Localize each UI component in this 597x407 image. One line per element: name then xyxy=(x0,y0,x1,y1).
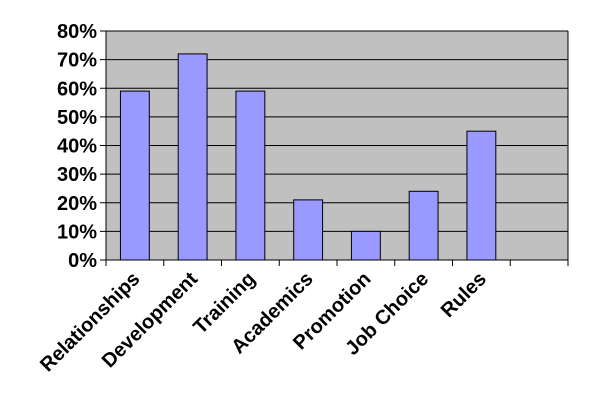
y-tick-label: 20% xyxy=(57,193,97,215)
y-tick-label: 10% xyxy=(57,221,97,243)
x-category-label: Rules xyxy=(437,268,491,322)
y-tick-label: 70% xyxy=(57,50,97,72)
bar xyxy=(119,90,150,261)
bar xyxy=(177,53,208,261)
bar xyxy=(350,230,381,261)
x-category-label: Relationships xyxy=(36,268,144,376)
bar xyxy=(466,130,497,261)
bar xyxy=(408,190,439,261)
axes xyxy=(105,31,569,266)
bar xyxy=(293,199,324,261)
y-tick-label: 30% xyxy=(57,164,97,186)
x-category-labels: RelationshipsDevelopmentTrainingAcademic… xyxy=(36,268,491,377)
y-tick-labels: 0% 10% 20% 30% 40% 50% 60% 70% 80% xyxy=(57,21,97,272)
y-tick-label: 80% xyxy=(57,21,97,43)
y-tick-label: 50% xyxy=(57,107,97,129)
y-tick-label: 60% xyxy=(57,78,97,100)
bars xyxy=(119,53,497,261)
y-tick-label: 40% xyxy=(57,136,97,158)
bar xyxy=(235,90,266,261)
y-tick-label: 0% xyxy=(68,250,97,272)
